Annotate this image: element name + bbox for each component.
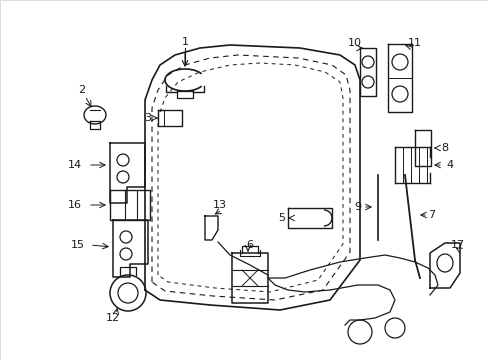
Text: 7: 7 xyxy=(427,210,435,220)
Text: 10: 10 xyxy=(347,38,361,48)
Text: 14: 14 xyxy=(68,160,82,170)
Text: 8: 8 xyxy=(441,143,447,153)
Text: 1: 1 xyxy=(181,37,188,47)
Text: 9: 9 xyxy=(354,202,361,212)
Text: 11: 11 xyxy=(407,38,421,48)
Text: 5: 5 xyxy=(278,213,285,223)
Text: 13: 13 xyxy=(213,200,226,210)
Text: 12: 12 xyxy=(106,313,120,323)
Text: 15: 15 xyxy=(71,240,85,250)
Text: 6: 6 xyxy=(246,240,253,250)
Text: 17: 17 xyxy=(450,240,464,250)
Text: 4: 4 xyxy=(446,160,453,170)
Text: 2: 2 xyxy=(78,85,85,95)
Text: 16: 16 xyxy=(68,200,82,210)
Text: 3: 3 xyxy=(144,113,151,123)
